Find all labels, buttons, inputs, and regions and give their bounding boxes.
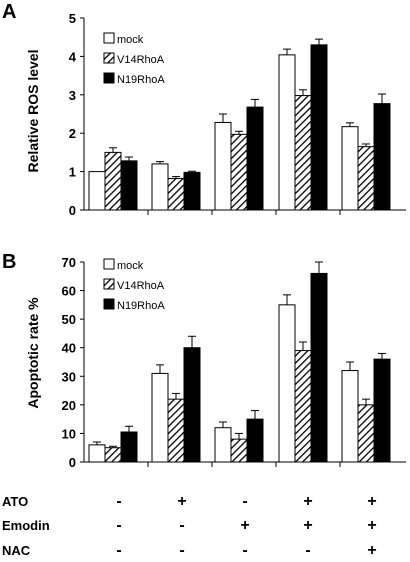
condition-sign: - — [242, 542, 247, 559]
y-tick-label: 50 — [62, 312, 76, 327]
bar-a-group1-mock — [88, 171, 106, 211]
condition-sign: + — [367, 542, 376, 559]
y-tick-label: 40 — [62, 341, 76, 356]
panel-b-letter: B — [2, 251, 16, 273]
condition-sign: + — [177, 493, 186, 510]
bar-b-group2-v14rhoa — [167, 398, 185, 463]
bar-a-group3-v14rhoa — [230, 133, 248, 211]
bar-b-group4-mock — [278, 304, 296, 463]
bar-b-group1-v14rhoa — [104, 447, 122, 463]
legend-swatch-mock — [103, 32, 115, 44]
y-tick-label: 1 — [69, 165, 76, 180]
panel-a-y-axis-label: Relative ROS level — [25, 50, 41, 173]
condition-sign: - — [305, 542, 310, 559]
legend-swatch-n19rhoa — [103, 298, 115, 310]
bar-a-group5-mock — [341, 126, 359, 211]
y-tick-label: 30 — [62, 369, 76, 384]
bar-a-group2-v14rhoa — [167, 178, 185, 211]
legend-label-n19rhoa: N19RhoA — [117, 300, 165, 312]
bar-b-group4-n19rhoa — [310, 272, 328, 463]
y-tick-label: 5 — [69, 11, 76, 26]
bar-b-group2-mock — [151, 372, 169, 463]
bar-a-group3-n19rhoa — [246, 106, 264, 211]
legend-swatch-v14rhoa — [103, 278, 115, 290]
condition-sign: - — [116, 517, 121, 534]
condition-sign: - — [179, 517, 184, 534]
bar-a-group1-v14rhoa — [104, 151, 122, 211]
bar-b-group3-mock — [214, 427, 232, 463]
legend-swatch-n19rhoa — [103, 72, 115, 84]
condition-sign: + — [367, 493, 376, 510]
bar-a-group2-mock — [151, 163, 169, 211]
legend-label-mock: mock — [117, 34, 144, 46]
y-tick-label: 70 — [62, 255, 76, 270]
bar-b-group3-n19rhoa — [246, 418, 264, 463]
condition-sign: + — [240, 517, 249, 534]
condition-sign: + — [303, 517, 312, 534]
bar-b-group1-mock — [88, 444, 106, 463]
panel-a-letter: A — [2, 1, 16, 23]
bar-b-group4-v14rhoa — [294, 350, 312, 463]
condition-label-nac: NAC — [2, 543, 31, 558]
y-tick-label: 20 — [62, 398, 76, 413]
legend-label-n19rhoa: N19RhoA — [117, 74, 165, 86]
legend-label-v14rhoa: V14RhoA — [117, 280, 165, 292]
panel-a-chart: 0 1 2 3 4 5 mock V14RhoA N19RhoA — [69, 11, 406, 218]
legend-swatch-mock — [103, 258, 115, 270]
legend-label-mock: mock — [117, 260, 144, 272]
bar-a-group3-mock — [214, 121, 232, 211]
y-tick-label: 0 — [69, 203, 76, 218]
bar-b-group5-v14rhoa — [357, 404, 375, 463]
y-tick-label: 10 — [62, 426, 76, 441]
panel-b-y-axis-label: Apoptotic rate % — [25, 297, 41, 409]
bar-b-group3-v14rhoa — [230, 438, 248, 463]
panel-b-chart: 0 10 20 30 40 50 60 70 mock V14RhoA N19RhoA — [62, 255, 406, 470]
y-tick-label: 0 — [69, 455, 76, 470]
condition-sign: - — [179, 542, 184, 559]
y-tick-label: 60 — [62, 284, 76, 299]
bar-b-group1-n19rhoa — [120, 431, 138, 463]
y-tick-label: 3 — [69, 88, 76, 103]
condition-label-ato: ATO — [2, 494, 28, 509]
condition-sign: + — [303, 493, 312, 510]
bar-a-group4-v14rhoa — [294, 95, 312, 211]
bar-a-group2-n19rhoa — [183, 171, 201, 211]
bar-a-group4-n19rhoa — [310, 44, 328, 211]
condition-label-emodin: Emodin — [2, 518, 50, 533]
bar-a-group1-n19rhoa — [120, 160, 138, 211]
bar-b-group5-n19rhoa — [373, 358, 391, 463]
bar-a-group5-v14rhoa — [357, 146, 375, 211]
bar-b-group2-n19rhoa — [183, 347, 201, 463]
condition-sign: - — [116, 493, 121, 510]
condition-sign: - — [116, 542, 121, 559]
bar-b-group5-mock — [341, 370, 359, 463]
treatment-conditions: ATO Emodin NAC - + - + + - - + + + - - - - + — [2, 493, 377, 559]
condition-sign: - — [242, 493, 247, 510]
y-tick-label: 4 — [69, 49, 77, 64]
legend-label-v14rhoa: V14RhoA — [117, 54, 165, 66]
y-tick-label: 2 — [69, 126, 76, 141]
legend-swatch-v14rhoa — [103, 52, 115, 64]
condition-sign: + — [367, 517, 376, 534]
bar-a-group5-n19rhoa — [373, 103, 391, 211]
bar-a-group4-mock — [278, 54, 296, 211]
